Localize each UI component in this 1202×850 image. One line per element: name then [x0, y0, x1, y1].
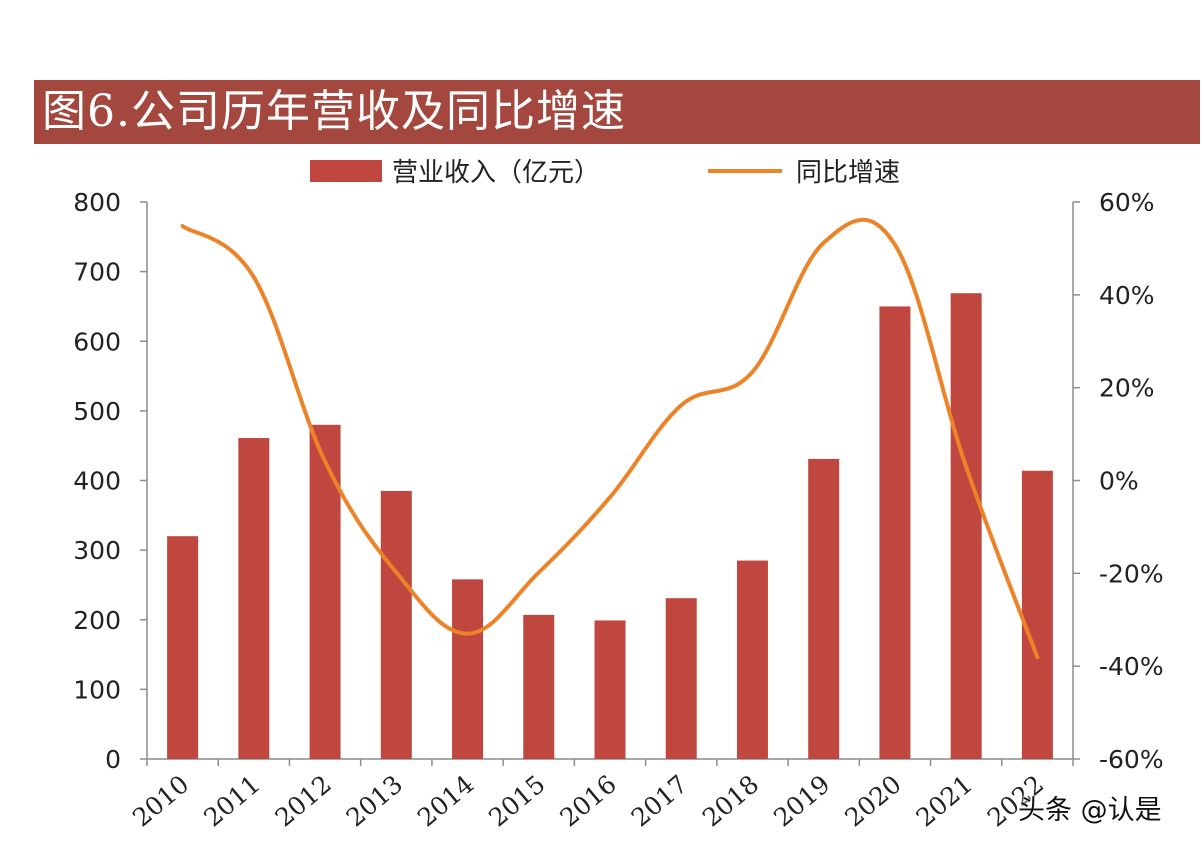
- right-tick-label: 20%: [1099, 374, 1155, 403]
- growth-line: [180, 217, 1040, 660]
- revenue-bar: [879, 306, 911, 759]
- x-tick-label: 2012: [270, 769, 337, 832]
- revenue-bar: [309, 424, 341, 759]
- x-tick-label: 2014: [412, 769, 479, 832]
- revenue-bar: [167, 536, 199, 759]
- revenue-bar: [950, 293, 982, 759]
- x-tick-label: 2019: [768, 769, 835, 832]
- left-tick-label: 800: [73, 188, 121, 217]
- watermark: 头条 @认是: [1018, 795, 1162, 826]
- x-axis: 2010 2011 2012 2013 2014 2015 2016 2017 2018 2019…: [127, 758, 1074, 832]
- right-tick-label: -60%: [1099, 745, 1164, 774]
- left-tick-label: 0: [105, 745, 121, 774]
- legend-bar-label: 营业收入（亿元）: [392, 158, 600, 188]
- x-tick-label: 2016: [554, 769, 621, 832]
- left-tick-label: 700: [73, 258, 121, 287]
- right-tick-label: 0%: [1099, 467, 1139, 496]
- x-tick-label: 2018: [697, 769, 764, 832]
- left-tick-label: 400: [73, 467, 121, 496]
- legend: 营业收入（亿元） 同比增速: [310, 158, 900, 188]
- left-tick-label: 600: [73, 327, 121, 356]
- right-tick-label: -40%: [1099, 652, 1164, 681]
- revenue-bar: [238, 438, 270, 759]
- revenue-bar: [736, 560, 768, 759]
- x-tick-label: 2017: [626, 769, 693, 832]
- title-bar: 图6.公司历年营收及同比增速: [34, 80, 1200, 144]
- legend-line-label: 同比增速: [796, 158, 900, 188]
- left-axis: 0 100 200 300 400 500 600 700 800: [73, 188, 148, 774]
- revenue-bar: [1021, 470, 1053, 759]
- revenue-bar: [380, 490, 412, 759]
- x-tick-label: 2010: [127, 769, 194, 832]
- revenue-bar: [665, 598, 697, 759]
- left-tick-label: 100: [73, 675, 121, 704]
- revenue-bar: [523, 614, 555, 759]
- x-tick-label: 2020: [839, 769, 906, 832]
- right-tick-label: 40%: [1099, 281, 1155, 310]
- x-tick-label: 2021: [911, 769, 978, 832]
- x-tick-label: 2011: [198, 769, 265, 832]
- x-tick-label: 2015: [483, 769, 550, 832]
- right-axis: -60% -40% -20% 0% 20% 40% 60%: [1072, 188, 1164, 774]
- right-tick-label: 60%: [1099, 188, 1155, 217]
- left-tick-label: 300: [73, 536, 121, 565]
- revenue-bar: [808, 458, 840, 759]
- chart-title: 图6.公司历年营收及同比增速: [42, 86, 626, 137]
- left-tick-label: 200: [73, 606, 121, 635]
- x-tick-label: 2013: [341, 769, 408, 832]
- right-tick-label: -20%: [1099, 559, 1164, 588]
- revenue-bar: [452, 579, 484, 759]
- left-tick-label: 500: [73, 397, 121, 426]
- revenue-bar: [594, 620, 626, 759]
- legend-bar-swatch: [310, 160, 382, 182]
- revenue-bars: [167, 293, 1053, 759]
